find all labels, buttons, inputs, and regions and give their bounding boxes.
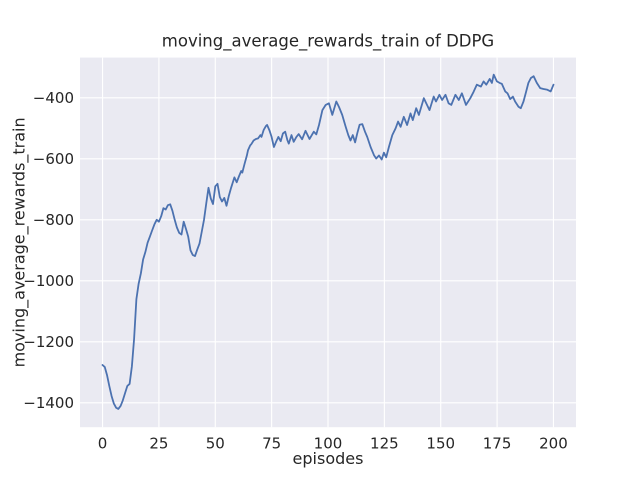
y-tick-label: −800 xyxy=(33,211,74,229)
x-tick-label: 125 xyxy=(370,435,399,453)
x-tick-label: 175 xyxy=(483,435,512,453)
y-tick-label: −600 xyxy=(33,150,74,168)
x-tick-labels: 0 25 50 75 100 125 150 175 200 xyxy=(98,435,568,453)
x-tick-label: 150 xyxy=(426,435,455,453)
x-tick-label: 50 xyxy=(206,435,225,453)
x-tick-label: 100 xyxy=(314,435,343,453)
x-axis-label: episodes xyxy=(293,449,364,468)
x-tick-label: 200 xyxy=(539,435,568,453)
y-tick-label: −1400 xyxy=(23,394,74,412)
y-tick-label: −1000 xyxy=(23,272,74,290)
chart-title: moving_average_rewards_train of DDPG xyxy=(162,32,494,52)
y-axis-label: moving_average_rewards_train xyxy=(10,117,30,367)
y-tick-label: −1200 xyxy=(23,333,74,351)
grid-lines xyxy=(80,57,576,428)
y-tick-label: −400 xyxy=(33,89,74,107)
x-tick-label: 75 xyxy=(262,435,281,453)
x-tick-label: 25 xyxy=(149,435,168,453)
series-line-moving-average xyxy=(101,73,555,410)
x-tick-label: 0 xyxy=(98,435,108,453)
y-tick-labels: −400 −600 −800 −1000 −1200 −1400 xyxy=(23,89,74,412)
